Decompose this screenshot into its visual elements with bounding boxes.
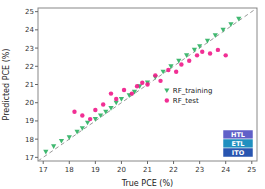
point [43,150,48,155]
point [192,48,197,53]
y-axis-label: Predicted PCE (%) [2,49,11,121]
y-tick-label: 22 [25,63,34,71]
x-tick [121,161,122,164]
point [114,97,118,101]
legend-label: RF_test [173,97,199,105]
point [205,39,210,44]
y-tick-label: 23 [25,45,34,53]
annotation: ETL [231,140,244,148]
point [195,53,199,57]
x-tick-label: 24 [221,166,230,174]
legend-marker [165,98,169,102]
legend-marker [164,88,169,93]
point [213,33,218,38]
x-tick-label: 20 [117,166,126,174]
point [51,144,56,149]
point [135,84,139,88]
diagonal [38,8,257,161]
y-tick [35,102,38,103]
legend-label: RF_training [173,87,213,95]
point [153,73,157,77]
point [122,88,126,92]
point [85,121,90,126]
point [59,139,64,144]
point [140,80,144,84]
point [221,28,226,33]
point [80,126,85,131]
point [119,97,124,102]
point [166,68,170,72]
point [93,117,98,122]
point [130,91,134,95]
point [75,130,80,135]
y-tick-label: 25 [25,8,34,16]
x-tick-label: 18 [65,166,74,174]
x-tick [95,161,96,164]
point [88,117,92,121]
x-tick-label: 23 [195,166,204,174]
y-tick-label: 24 [25,26,34,34]
point [179,62,183,66]
x-tick [251,161,252,164]
point [93,108,97,112]
point [228,22,233,27]
annotation: ITO [232,149,245,157]
y-tick-label: 21 [25,81,34,89]
chart: 17 18 19 20 21 22 23 24 25 17 18 19 20 21 22 23 24 25 True… [0,0,265,189]
point [158,79,162,83]
point [236,17,241,22]
y-tick [35,139,38,140]
x-tick [225,161,226,164]
point [103,110,108,115]
point [174,70,178,74]
x-axis-label: True PCE (%) [121,179,173,188]
y-tick [35,29,38,30]
point [67,135,72,140]
y-tick [35,66,38,67]
point [197,44,202,49]
point [108,106,113,111]
y-tick [35,48,38,49]
annotation: HTL [231,131,245,139]
point [98,113,103,118]
y-tick-label: 17 [25,154,34,162]
x-tick [173,161,174,164]
point [184,53,189,58]
point [145,82,149,86]
x-tick [199,161,200,164]
y-tick-label: 19 [25,117,34,125]
x-tick-label: 21 [143,166,152,174]
point [187,59,191,63]
annotation-stack: HTLETLITO [223,130,253,157]
point [200,50,204,54]
y-tick [35,120,38,121]
x-tick [43,161,44,164]
point [109,91,113,95]
x-tick [147,161,148,164]
annotation-layer [223,148,253,157]
y-tick-label: 18 [25,136,34,144]
point [208,51,212,55]
point [101,102,105,106]
point [114,101,119,106]
legend: RF_training RF_test [164,87,212,105]
x-tick-label: 22 [169,166,178,174]
annotation-layer [223,130,253,139]
x-tick-label: 17 [39,166,48,174]
plot-area [38,8,257,161]
point [72,110,76,114]
y-tick [35,84,38,85]
x-tick-label: 25 [247,166,256,174]
annotation-layer [223,139,253,148]
point [224,53,228,57]
y-tick-label: 20 [25,99,34,107]
point [216,48,220,52]
point [80,113,84,117]
x-tick-label: 19 [91,166,100,174]
point [161,70,166,75]
plot-frame [38,8,257,161]
x-tick [69,161,70,164]
y-tick [35,11,38,12]
y-tick [35,157,38,158]
